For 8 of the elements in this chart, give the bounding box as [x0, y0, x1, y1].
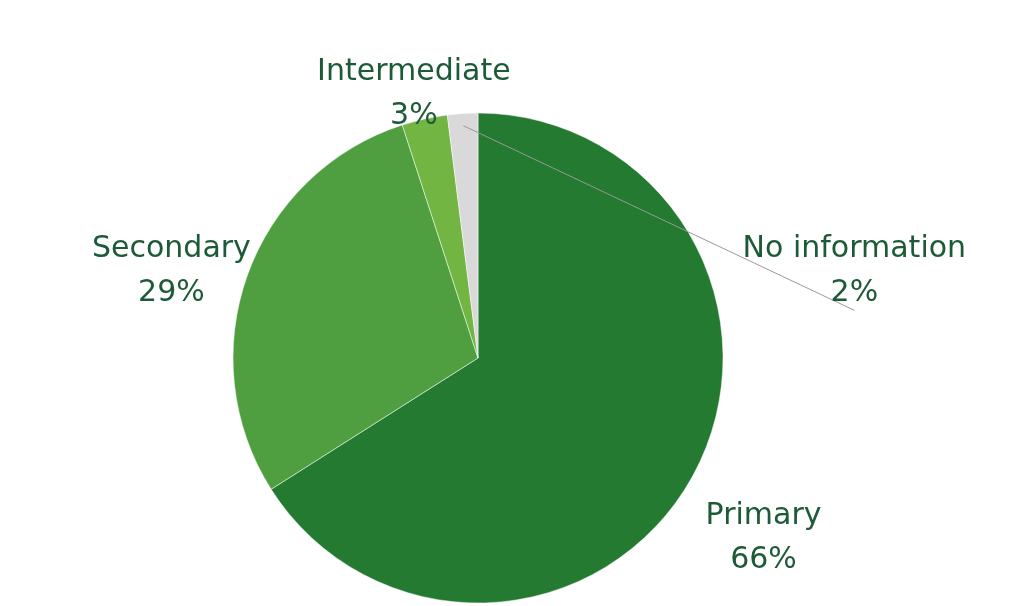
- slice-label: Secondary: [91, 228, 251, 264]
- data-label: 3%: [390, 96, 438, 132]
- slice-label: No information: [742, 229, 967, 265]
- data-label: 29%: [138, 272, 205, 308]
- data-label: 66%: [730, 539, 797, 575]
- slice-label: Primary: [705, 495, 822, 531]
- slice-label: Intermediate: [317, 52, 511, 88]
- data-label: 2%: [830, 273, 879, 309]
